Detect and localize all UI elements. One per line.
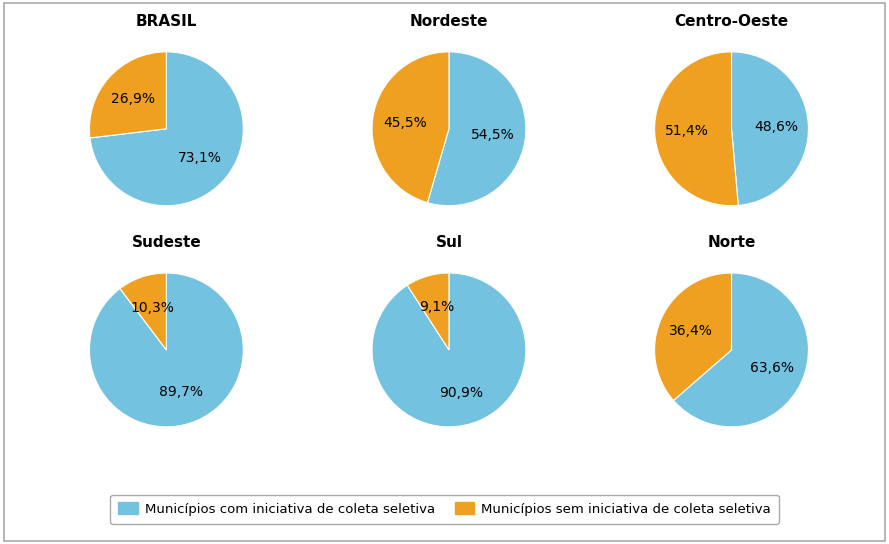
Text: 54,5%: 54,5% [471,128,515,142]
Title: Nordeste: Nordeste [410,14,488,29]
Text: 26,9%: 26,9% [111,92,155,106]
Text: 36,4%: 36,4% [669,324,713,338]
Wedge shape [407,273,449,350]
Text: 63,6%: 63,6% [750,361,794,375]
Wedge shape [372,273,526,427]
Text: 9,1%: 9,1% [419,300,454,314]
Wedge shape [654,273,732,400]
Wedge shape [372,52,449,203]
Text: 10,3%: 10,3% [131,301,174,314]
Wedge shape [90,52,244,206]
Title: Sudeste: Sudeste [132,235,201,250]
Text: 45,5%: 45,5% [383,115,427,129]
Wedge shape [654,52,738,206]
Legend: Municípios com iniciativa de coleta seletiva, Municípios sem iniciativa de colet: Municípios com iniciativa de coleta sele… [110,494,779,524]
Wedge shape [732,52,808,206]
Text: 73,1%: 73,1% [178,151,221,165]
Title: Sul: Sul [436,235,462,250]
Text: 48,6%: 48,6% [754,120,798,134]
Wedge shape [674,273,808,427]
Wedge shape [90,52,166,138]
Text: 90,9%: 90,9% [439,386,484,400]
Wedge shape [120,273,166,350]
Wedge shape [428,52,526,206]
Title: Centro-Oeste: Centro-Oeste [675,14,789,29]
Text: 51,4%: 51,4% [665,123,709,138]
Wedge shape [90,273,244,427]
Title: BRASIL: BRASIL [136,14,197,29]
Title: Norte: Norte [708,235,756,250]
Text: 89,7%: 89,7% [158,385,203,399]
